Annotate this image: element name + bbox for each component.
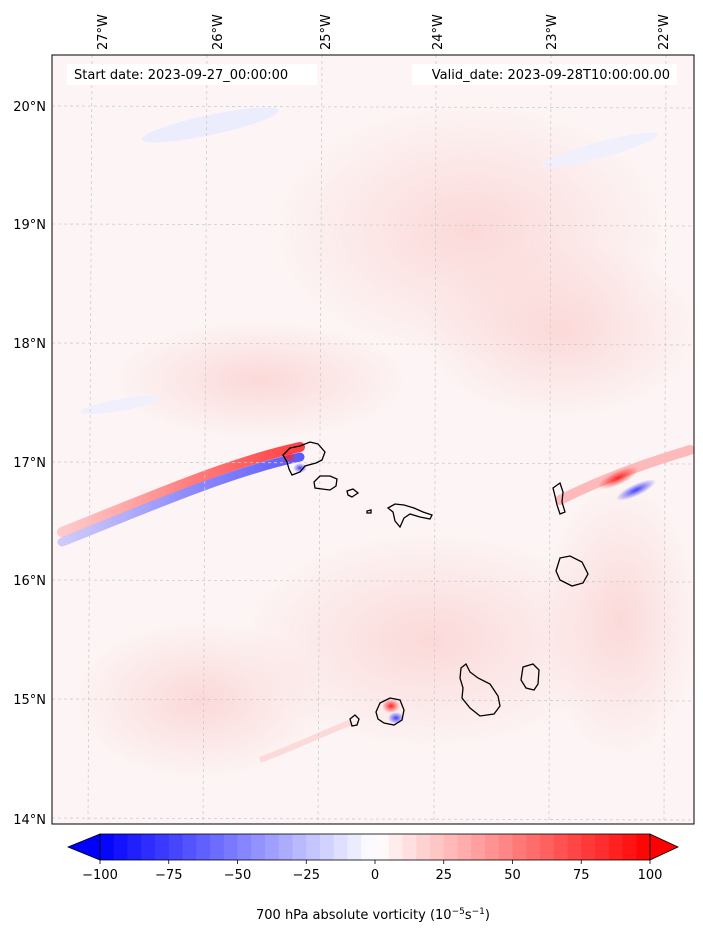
colorbar-segment xyxy=(347,834,362,860)
colorbar-segment xyxy=(512,834,527,860)
colorbar-segment xyxy=(608,834,624,860)
colorbar-extend-min xyxy=(66,833,101,861)
colorbar-segment xyxy=(265,834,280,860)
colorbar-segment xyxy=(540,834,555,860)
colorbar-segment xyxy=(127,834,142,860)
colorbar-segment xyxy=(141,834,156,860)
colorbar-segment xyxy=(100,834,115,860)
colorbar-segment xyxy=(306,834,321,860)
lat-tick-label: 14°N xyxy=(13,813,46,828)
colorbar-segment xyxy=(251,834,266,860)
colorbar-segment xyxy=(471,834,486,860)
lat-tick-label: 18°N xyxy=(13,337,46,352)
graticule xyxy=(52,55,694,824)
colorbar-tick-label: −50 xyxy=(224,868,251,883)
island-branco xyxy=(366,509,372,514)
colorbar-segment xyxy=(333,834,349,860)
colorbar: −100 −75 −50 −25 0 25 50 75 100 700 hPa absolute… xyxy=(66,833,679,923)
vorticity-field xyxy=(57,100,694,780)
colorbar-segment xyxy=(498,834,514,860)
colorbar-tick-label: 100 xyxy=(638,868,663,883)
colorbar-segment xyxy=(622,834,637,860)
colorbar-segment xyxy=(320,834,335,860)
colorbar-segments xyxy=(100,834,651,860)
colorbar-tick-label: −75 xyxy=(155,868,182,883)
lat-tick-label: 19°N xyxy=(13,218,46,233)
colorbar-segment xyxy=(168,834,184,860)
colorbar-segment xyxy=(595,834,610,860)
colorbar-segment xyxy=(210,834,225,860)
colorbar-segment xyxy=(182,834,197,860)
colorbar-tick-label: 75 xyxy=(573,868,590,883)
colorbar-segment xyxy=(278,834,294,860)
colorbar-segment xyxy=(388,834,404,860)
colorbar-tick-label: 50 xyxy=(504,868,521,883)
colorbar-segment xyxy=(237,834,252,860)
island-brava xyxy=(349,714,360,727)
start-date-box xyxy=(67,64,317,85)
colorbar-ticks: −100 −75 −50 −25 0 25 50 75 100 xyxy=(82,860,662,883)
island-maio xyxy=(520,663,540,691)
map-panel: Start date: 2023-09-27_00:00:00 Valid_da… xyxy=(52,55,694,824)
lat-tick-label: 16°N xyxy=(13,574,46,589)
colorbar-segment xyxy=(526,834,541,860)
start-date-label: Start date: 2023-09-27_00:00:00 xyxy=(74,68,288,83)
colorbar-segment xyxy=(113,834,129,860)
lon-tick-labels: 27°W 26°W 25°W 24°W 23°W 22°W xyxy=(96,14,672,50)
coastlines xyxy=(282,441,589,727)
island-santo-antao xyxy=(282,441,326,476)
island-sao-vicente xyxy=(313,475,338,491)
island-boa-vista xyxy=(555,555,589,587)
colorbar-label: 700 hPa absolute vorticity (10−5s−1) xyxy=(256,907,490,923)
map-frame xyxy=(51,54,695,825)
island-sao-nicolau xyxy=(386,503,433,529)
lon-tick-label: 26°W xyxy=(211,14,226,50)
lon-tick-label: 24°W xyxy=(431,14,446,50)
colorbar-segment xyxy=(430,834,445,860)
lon-tick-label: 25°W xyxy=(319,14,334,50)
colorbar-segment xyxy=(553,834,569,860)
colorbar-segment xyxy=(416,834,431,860)
colorbar-segment xyxy=(581,834,596,860)
colorbar-tick-label: −100 xyxy=(82,868,118,883)
colorbar-tick-label: 0 xyxy=(371,868,379,883)
island-santa-luzia xyxy=(346,488,360,498)
island-santiago xyxy=(459,662,501,717)
valid-date-box xyxy=(412,64,677,85)
colorbar-segment xyxy=(292,834,307,860)
colorbar-segment xyxy=(443,834,459,860)
colorbar-segment xyxy=(375,834,390,860)
lon-tick-label: 23°W xyxy=(545,14,560,50)
colorbar-extend-max xyxy=(649,833,679,861)
colorbar-segment xyxy=(402,834,417,860)
colorbar-segment xyxy=(361,834,376,860)
colorbar-segment xyxy=(196,834,211,860)
colorbar-segment xyxy=(155,834,170,860)
colorbar-tick-label: 25 xyxy=(435,868,452,883)
header-annotations: Start date: 2023-09-27_00:00:00 Valid_da… xyxy=(67,64,677,85)
valid-date-label: Valid_date: 2023-09-28T10:00:00.00 xyxy=(432,68,670,83)
lat-tick-label: 20°N xyxy=(13,100,46,115)
lon-tick-label: 22°W xyxy=(657,14,672,50)
colorbar-segment xyxy=(485,834,500,860)
colorbar-segment xyxy=(457,834,472,860)
lat-tick-labels: 20°N 19°N 18°N 17°N 16°N 15°N 14°N xyxy=(13,100,46,828)
colorbar-segment xyxy=(223,834,239,860)
lat-tick-label: 17°N xyxy=(13,456,46,471)
colorbar-segment xyxy=(636,834,651,860)
colorbar-segment xyxy=(567,834,582,860)
lon-tick-label: 27°W xyxy=(96,14,111,50)
island-fogo xyxy=(375,697,405,726)
colorbar-tick-label: −25 xyxy=(293,868,320,883)
lat-tick-label: 15°N xyxy=(13,693,46,708)
island-sal xyxy=(552,481,566,515)
